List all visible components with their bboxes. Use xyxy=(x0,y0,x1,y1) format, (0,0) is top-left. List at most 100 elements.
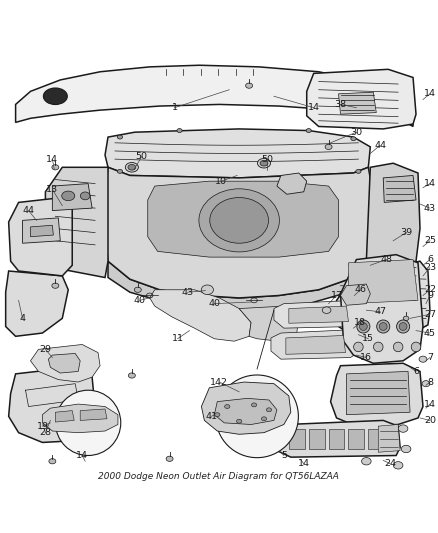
Polygon shape xyxy=(48,353,80,373)
Ellipse shape xyxy=(237,419,242,423)
Text: 6: 6 xyxy=(427,255,433,264)
Ellipse shape xyxy=(225,405,230,408)
Polygon shape xyxy=(368,429,384,449)
Ellipse shape xyxy=(393,342,403,352)
Polygon shape xyxy=(271,330,360,359)
Text: 14: 14 xyxy=(424,179,436,188)
Text: 41: 41 xyxy=(205,412,217,421)
Text: 142: 142 xyxy=(210,377,228,386)
Polygon shape xyxy=(289,306,349,323)
Ellipse shape xyxy=(210,198,268,243)
Polygon shape xyxy=(105,167,373,298)
Polygon shape xyxy=(286,335,346,354)
Polygon shape xyxy=(53,184,92,211)
Polygon shape xyxy=(339,92,376,114)
Polygon shape xyxy=(31,344,100,382)
Text: 14: 14 xyxy=(424,400,436,409)
Polygon shape xyxy=(331,364,423,426)
Polygon shape xyxy=(376,261,430,333)
Ellipse shape xyxy=(361,457,371,465)
Ellipse shape xyxy=(379,322,387,330)
Polygon shape xyxy=(340,284,370,305)
Ellipse shape xyxy=(360,322,367,330)
Polygon shape xyxy=(349,260,418,304)
Polygon shape xyxy=(105,129,370,178)
Polygon shape xyxy=(108,261,366,310)
Polygon shape xyxy=(277,421,400,457)
Text: 30: 30 xyxy=(350,128,363,136)
Text: 19: 19 xyxy=(36,422,49,431)
Text: 14: 14 xyxy=(424,90,436,98)
Ellipse shape xyxy=(351,137,356,141)
Text: 47: 47 xyxy=(374,308,386,316)
Text: 9: 9 xyxy=(427,291,433,300)
Polygon shape xyxy=(336,268,398,336)
Polygon shape xyxy=(22,218,60,243)
Polygon shape xyxy=(46,167,108,278)
Ellipse shape xyxy=(325,144,332,149)
Text: 14: 14 xyxy=(76,451,88,460)
Text: 46: 46 xyxy=(354,285,366,294)
Polygon shape xyxy=(378,424,400,453)
Circle shape xyxy=(56,390,121,456)
Ellipse shape xyxy=(398,425,408,432)
Text: 29: 29 xyxy=(39,345,51,354)
Polygon shape xyxy=(289,429,305,449)
Text: 1: 1 xyxy=(172,103,177,112)
Polygon shape xyxy=(214,398,277,424)
Polygon shape xyxy=(307,69,416,129)
Text: 8: 8 xyxy=(427,377,433,386)
Ellipse shape xyxy=(52,283,59,288)
Ellipse shape xyxy=(260,160,268,166)
Text: 44: 44 xyxy=(374,141,386,150)
Ellipse shape xyxy=(401,445,411,453)
Ellipse shape xyxy=(117,135,123,139)
Text: 17: 17 xyxy=(331,291,343,300)
Text: 25: 25 xyxy=(424,236,436,245)
Ellipse shape xyxy=(215,413,220,417)
Polygon shape xyxy=(16,65,413,126)
Ellipse shape xyxy=(201,285,213,295)
Text: 13: 13 xyxy=(46,185,58,194)
Polygon shape xyxy=(239,306,299,341)
Ellipse shape xyxy=(52,165,59,170)
Polygon shape xyxy=(6,271,68,336)
Polygon shape xyxy=(383,175,416,203)
Ellipse shape xyxy=(393,462,403,469)
Ellipse shape xyxy=(396,320,410,333)
Polygon shape xyxy=(349,429,364,449)
Text: 45: 45 xyxy=(424,328,436,337)
Ellipse shape xyxy=(266,408,272,412)
Polygon shape xyxy=(274,301,364,328)
Text: 23: 23 xyxy=(424,263,436,272)
Ellipse shape xyxy=(80,192,90,200)
Text: 10: 10 xyxy=(215,176,227,185)
Ellipse shape xyxy=(117,169,123,173)
Ellipse shape xyxy=(411,342,421,352)
Ellipse shape xyxy=(419,356,427,362)
Text: 43: 43 xyxy=(181,288,194,297)
Text: 44: 44 xyxy=(22,206,35,215)
Text: 11: 11 xyxy=(172,334,184,343)
Text: 38: 38 xyxy=(335,100,346,109)
Ellipse shape xyxy=(166,456,173,462)
Polygon shape xyxy=(277,173,307,194)
Polygon shape xyxy=(201,382,291,434)
Ellipse shape xyxy=(353,342,363,352)
Text: 43: 43 xyxy=(424,204,436,213)
Text: 7: 7 xyxy=(427,353,433,362)
Polygon shape xyxy=(366,163,420,273)
Polygon shape xyxy=(55,410,74,422)
Ellipse shape xyxy=(377,320,390,333)
Text: 16: 16 xyxy=(360,353,372,362)
Polygon shape xyxy=(80,409,107,421)
Text: 40: 40 xyxy=(134,296,146,305)
Polygon shape xyxy=(340,255,423,364)
Ellipse shape xyxy=(128,165,136,170)
Text: 27: 27 xyxy=(424,310,436,319)
Polygon shape xyxy=(42,404,118,433)
Ellipse shape xyxy=(322,307,331,313)
Ellipse shape xyxy=(374,342,383,352)
Ellipse shape xyxy=(356,169,361,173)
Text: 15: 15 xyxy=(362,334,374,343)
